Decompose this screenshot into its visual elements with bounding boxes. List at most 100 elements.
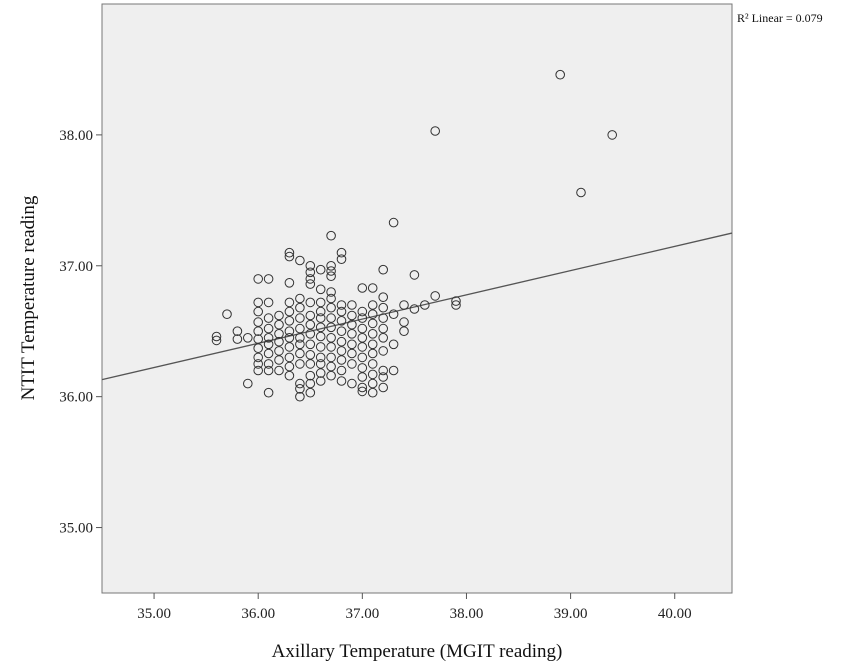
data-point <box>347 329 357 339</box>
data-point <box>347 300 357 310</box>
data-point <box>576 187 586 198</box>
data-point <box>274 336 284 347</box>
data-point <box>263 387 274 398</box>
data-point <box>263 359 274 369</box>
data-point <box>367 318 378 329</box>
data-point <box>367 300 378 310</box>
data-point <box>430 291 441 301</box>
data-point <box>367 387 378 398</box>
data-point <box>284 316 295 326</box>
data-point <box>409 270 420 280</box>
data-point <box>232 326 243 337</box>
data-point <box>295 302 305 313</box>
data-point <box>409 304 420 314</box>
data-point <box>315 352 326 363</box>
data-point <box>378 323 389 334</box>
data-point <box>253 352 264 363</box>
data-point <box>367 348 378 359</box>
data-points <box>211 69 618 402</box>
data-point <box>284 278 295 288</box>
data-point <box>305 274 316 284</box>
data-point <box>315 313 326 323</box>
data-point <box>263 339 274 350</box>
data-point <box>326 302 336 313</box>
data-point <box>357 352 368 363</box>
data-point <box>295 293 305 304</box>
data-point <box>315 376 326 386</box>
data-point <box>253 274 264 284</box>
data-point <box>243 333 253 343</box>
data-point <box>336 365 347 376</box>
data-point <box>326 261 336 271</box>
data-point <box>607 130 618 140</box>
data-point <box>305 329 316 339</box>
linear-fit-line <box>101 232 733 381</box>
data-point <box>367 359 378 369</box>
y-tick-label: 36.00 <box>59 390 93 406</box>
data-point <box>367 283 378 293</box>
data-point <box>451 300 461 310</box>
data-point <box>315 284 326 295</box>
x-tick-label: 37.00 <box>345 606 379 622</box>
data-point <box>388 309 399 320</box>
data-point <box>336 376 347 386</box>
data-point <box>347 359 357 369</box>
x-axis-ticks: 35.00 36.00 37.00 38.00 39.00 40.00 <box>137 593 692 622</box>
data-point <box>367 369 378 380</box>
data-point <box>232 334 243 344</box>
data-point <box>253 297 264 308</box>
data-point <box>274 365 284 376</box>
data-point <box>295 323 305 334</box>
data-point <box>305 370 316 381</box>
data-point <box>378 313 389 323</box>
data-point <box>378 333 389 343</box>
data-point <box>357 372 368 382</box>
data-point <box>357 323 368 334</box>
data-point <box>357 306 368 317</box>
plot-area <box>101 3 733 594</box>
data-point <box>378 264 389 275</box>
data-point <box>336 336 347 347</box>
data-point <box>326 293 336 304</box>
data-point <box>357 313 368 323</box>
data-point <box>305 310 316 321</box>
data-point <box>336 355 347 365</box>
data-point <box>315 368 326 378</box>
data-point <box>305 387 316 398</box>
data-point <box>284 247 295 258</box>
data-point <box>263 348 274 359</box>
data-point <box>284 297 295 308</box>
data-point <box>295 339 305 350</box>
data-point <box>347 378 357 389</box>
data-point <box>420 300 430 310</box>
data-point <box>451 296 461 306</box>
data-point <box>315 264 326 275</box>
data-point <box>336 316 347 326</box>
data-point <box>315 322 326 333</box>
data-point <box>326 342 336 352</box>
data-point <box>284 326 295 337</box>
x-axis-title: Axillary Temperature (MGIT reading) <box>272 641 563 662</box>
data-point <box>367 309 378 320</box>
data-point <box>347 310 357 321</box>
data-point <box>295 384 305 394</box>
data-point <box>253 359 264 369</box>
data-point <box>295 359 305 369</box>
data-point <box>295 313 305 323</box>
data-point <box>326 287 336 297</box>
x-tick-label: 36.00 <box>241 606 275 622</box>
data-point <box>555 69 566 80</box>
data-point <box>305 297 316 308</box>
data-point <box>274 329 284 339</box>
y-axis-ticks: 35.00 36.00 37.00 38.00 <box>59 128 102 537</box>
x-tick-label: 40.00 <box>658 606 692 622</box>
data-point <box>253 365 264 376</box>
data-point <box>336 300 347 310</box>
data-point <box>274 355 284 365</box>
y-axis-title: NTIT Temperature reading <box>18 195 39 400</box>
data-point <box>274 310 284 321</box>
y-tick-label: 35.00 <box>59 521 93 537</box>
data-point <box>305 261 316 271</box>
data-point <box>388 217 399 228</box>
data-point <box>284 251 295 262</box>
